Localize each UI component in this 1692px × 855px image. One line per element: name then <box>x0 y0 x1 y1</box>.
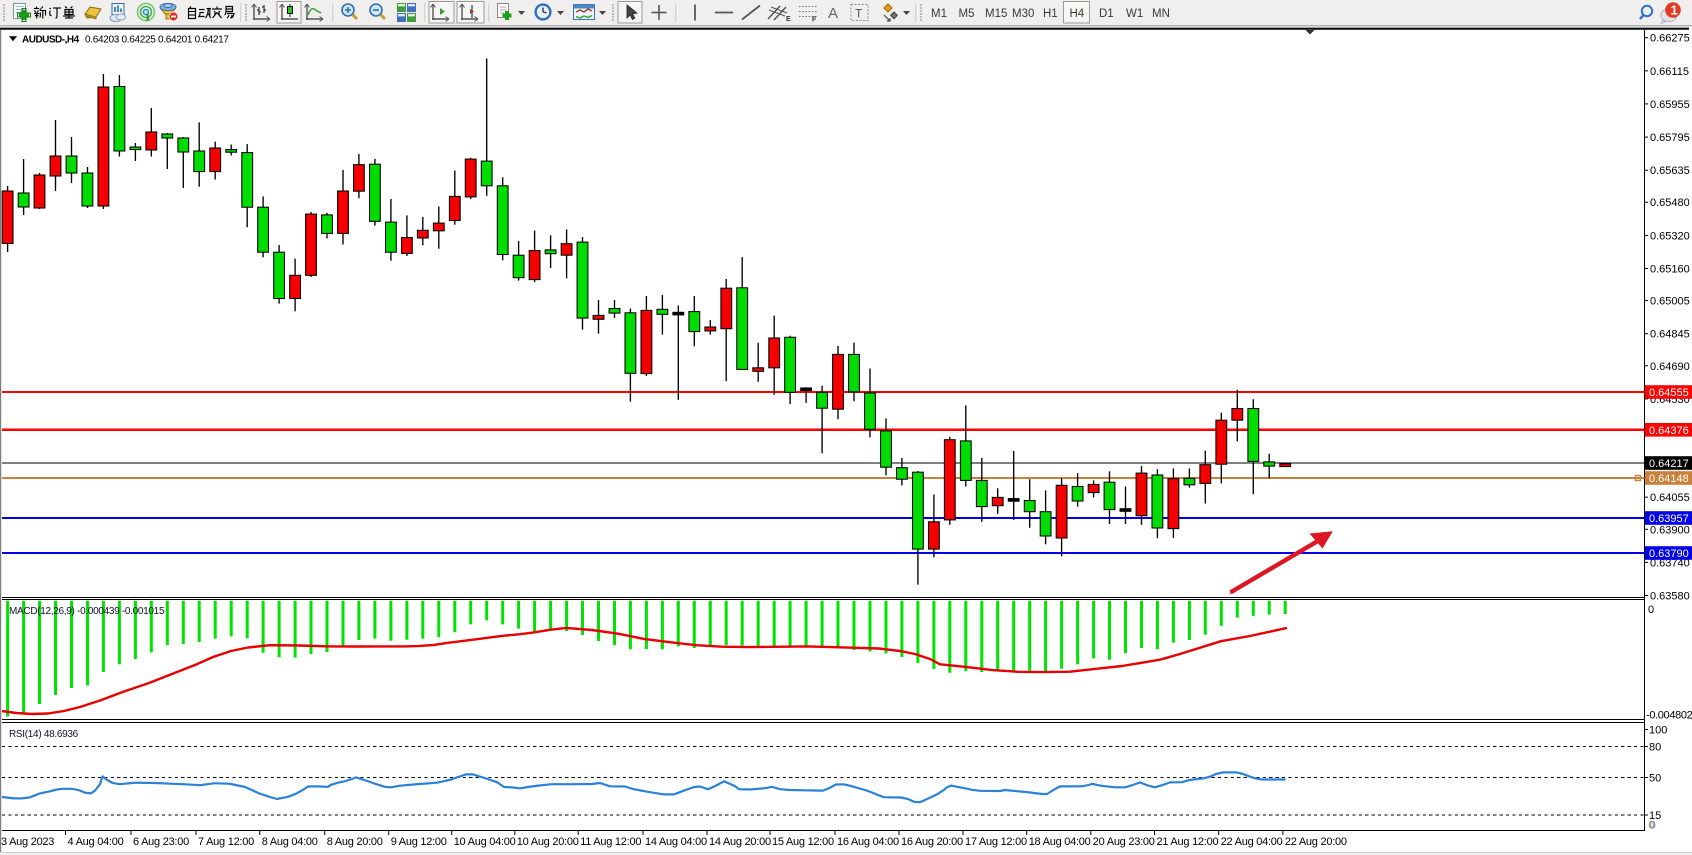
svg-text:6 Aug 23:00: 6 Aug 23:00 <box>133 836 189 848</box>
svg-text:21 Aug 12:00: 21 Aug 12:00 <box>1157 836 1219 848</box>
svg-text:3 Aug 2023: 3 Aug 2023 <box>1 836 54 848</box>
svg-text:22 Aug 20:00: 22 Aug 20:00 <box>1285 836 1347 848</box>
svg-text:8 Aug 04:00: 8 Aug 04:00 <box>262 836 318 848</box>
svg-text:7 Aug 12:00: 7 Aug 12:00 <box>198 836 254 848</box>
svg-text:0.65320: 0.65320 <box>1650 230 1690 242</box>
svg-text:D1: D1 <box>1099 8 1114 20</box>
svg-text:M5: M5 <box>959 8 975 20</box>
svg-text:50: 50 <box>1649 773 1661 785</box>
svg-text:14 Aug 04:00: 14 Aug 04:00 <box>645 836 707 848</box>
svg-text:0.65480: 0.65480 <box>1650 197 1690 209</box>
svg-text:20 Aug 23:00: 20 Aug 23:00 <box>1093 836 1155 848</box>
svg-text:0.63790: 0.63790 <box>1649 548 1689 560</box>
svg-text:15: 15 <box>1649 810 1661 822</box>
svg-text:M30: M30 <box>1012 8 1034 20</box>
svg-text:18 Aug 04:00: 18 Aug 04:00 <box>1029 836 1091 848</box>
svg-text:16 Aug 04:00: 16 Aug 04:00 <box>837 836 899 848</box>
svg-text:15 Aug 12:00: 15 Aug 12:00 <box>772 836 834 848</box>
svg-text:8 Aug 20:00: 8 Aug 20:00 <box>327 836 383 848</box>
svg-text:0.66275: 0.66275 <box>1650 33 1690 45</box>
svg-text:0.65005: 0.65005 <box>1650 296 1690 308</box>
svg-text:0.63957: 0.63957 <box>1649 513 1689 525</box>
svg-text:0.66115: 0.66115 <box>1650 66 1689 78</box>
svg-text:0.63900: 0.63900 <box>1650 524 1690 536</box>
svg-text:MN: MN <box>1152 8 1170 20</box>
svg-text:14 Aug 20:00: 14 Aug 20:00 <box>709 836 771 848</box>
svg-text:0: 0 <box>1648 820 1654 832</box>
svg-text:E: E <box>786 16 791 23</box>
svg-text:H1: H1 <box>1043 8 1058 20</box>
svg-text:0.63580: 0.63580 <box>1650 591 1690 603</box>
svg-text:80: 80 <box>1649 742 1661 754</box>
svg-text:1: 1 <box>1671 3 1678 18</box>
svg-text:H4: H4 <box>1070 8 1085 20</box>
svg-text:-0.004802: -0.004802 <box>1646 710 1692 722</box>
svg-text:10 Aug 20:00: 10 Aug 20:00 <box>517 836 579 848</box>
svg-text:0.64217: 0.64217 <box>1649 458 1689 470</box>
svg-text:0.64055: 0.64055 <box>1650 492 1690 504</box>
svg-text:4 Aug 04:00: 4 Aug 04:00 <box>68 836 124 848</box>
svg-text:0.64555: 0.64555 <box>1649 387 1689 399</box>
svg-text:F: F <box>812 17 817 24</box>
svg-text:0.65955: 0.65955 <box>1650 99 1690 111</box>
svg-text:0.64845: 0.64845 <box>1650 329 1690 341</box>
svg-text:MACD(12,26,9) -0.000439 -0.001: MACD(12,26,9) -0.000439 -0.001015 <box>9 606 165 617</box>
svg-text:22 Aug 04:00: 22 Aug 04:00 <box>1221 836 1283 848</box>
svg-text:100: 100 <box>1649 725 1667 737</box>
svg-text:0.64376: 0.64376 <box>1649 425 1689 437</box>
svg-text:W1: W1 <box>1126 8 1143 20</box>
svg-text:17 Aug 12:00: 17 Aug 12:00 <box>965 836 1027 848</box>
svg-text:0.65160: 0.65160 <box>1650 264 1690 276</box>
svg-text:0.64148: 0.64148 <box>1649 473 1689 485</box>
svg-text:AUDUSD-,H4: AUDUSD-,H4 <box>22 34 80 45</box>
svg-text:9 Aug 12:00: 9 Aug 12:00 <box>391 836 447 848</box>
svg-text:M1: M1 <box>931 8 947 20</box>
svg-text:0: 0 <box>1648 604 1654 616</box>
svg-text:A: A <box>828 5 838 22</box>
svg-text:10 Aug 04:00: 10 Aug 04:00 <box>454 836 516 848</box>
svg-text:0.65635: 0.65635 <box>1650 165 1690 177</box>
svg-text:T: T <box>855 7 863 21</box>
svg-text:0: 0 <box>1650 820 1656 832</box>
svg-text:0.64690: 0.64690 <box>1650 361 1690 373</box>
svg-text:0.65795: 0.65795 <box>1650 132 1690 144</box>
svg-text:0.64203 0.64225 0.64201 0.6421: 0.64203 0.64225 0.64201 0.64217 <box>85 34 229 45</box>
svg-text:11 Aug 12:00: 11 Aug 12:00 <box>580 836 641 848</box>
svg-text:RSI(14) 48.6936: RSI(14) 48.6936 <box>9 729 79 740</box>
svg-text:M15: M15 <box>985 8 1007 20</box>
svg-text:16 Aug 20:00: 16 Aug 20:00 <box>901 836 963 848</box>
svg-text:0.63740: 0.63740 <box>1650 557 1690 569</box>
